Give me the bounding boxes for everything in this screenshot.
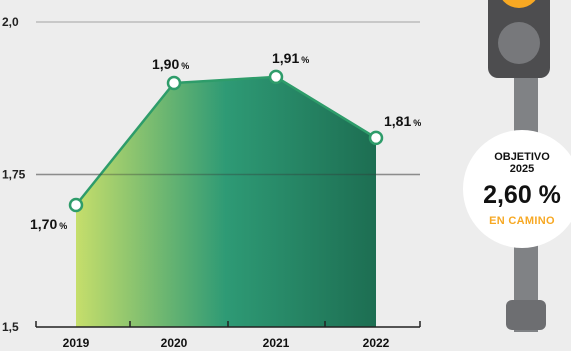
y-tick-label: 1,75 xyxy=(2,168,26,182)
x-axis-ticks: 2019 2020 2021 2022 xyxy=(63,336,390,350)
area-layer xyxy=(36,75,420,328)
traffic-light-base xyxy=(506,300,546,330)
x-tick-label: 2021 xyxy=(263,336,290,350)
data-label: 1,70% xyxy=(30,216,67,232)
data-point xyxy=(68,197,84,213)
data-point xyxy=(268,69,284,85)
traffic-light-icon xyxy=(488,0,550,78)
data-label: 1,90% xyxy=(152,56,189,72)
inactive-lamp-icon xyxy=(498,22,540,64)
data-label: 1,91% xyxy=(272,50,309,66)
x-tick-label: 2022 xyxy=(363,336,390,350)
x-axis xyxy=(35,321,421,328)
data-markers xyxy=(68,69,384,213)
amber-lamp-icon xyxy=(498,0,540,8)
data-labels: 1,70 % 1,90 % 1,91 % 1,81% xyxy=(30,50,421,232)
target-badge: OBJETIVO 2025 2,60 % EN CAMINO xyxy=(463,130,571,248)
y-tick-label: 1,5 xyxy=(2,320,19,334)
y-axis-ticks: 1,5 1,75 2,0 xyxy=(2,15,26,334)
area-fill xyxy=(76,76,376,328)
data-point xyxy=(166,75,182,91)
series-line xyxy=(75,75,377,206)
data-point xyxy=(368,130,384,146)
target-label: OBJETIVO xyxy=(494,151,550,163)
x-tick-label: 2020 xyxy=(161,336,188,350)
y-tick-label: 2,0 xyxy=(2,15,19,29)
data-label: 1,81% xyxy=(384,113,421,129)
target-value: 2,60 % xyxy=(483,181,561,209)
x-tick-label: 2019 xyxy=(63,336,90,350)
target-status: EN CAMINO xyxy=(489,215,555,227)
target-year: 2025 xyxy=(509,163,535,175)
